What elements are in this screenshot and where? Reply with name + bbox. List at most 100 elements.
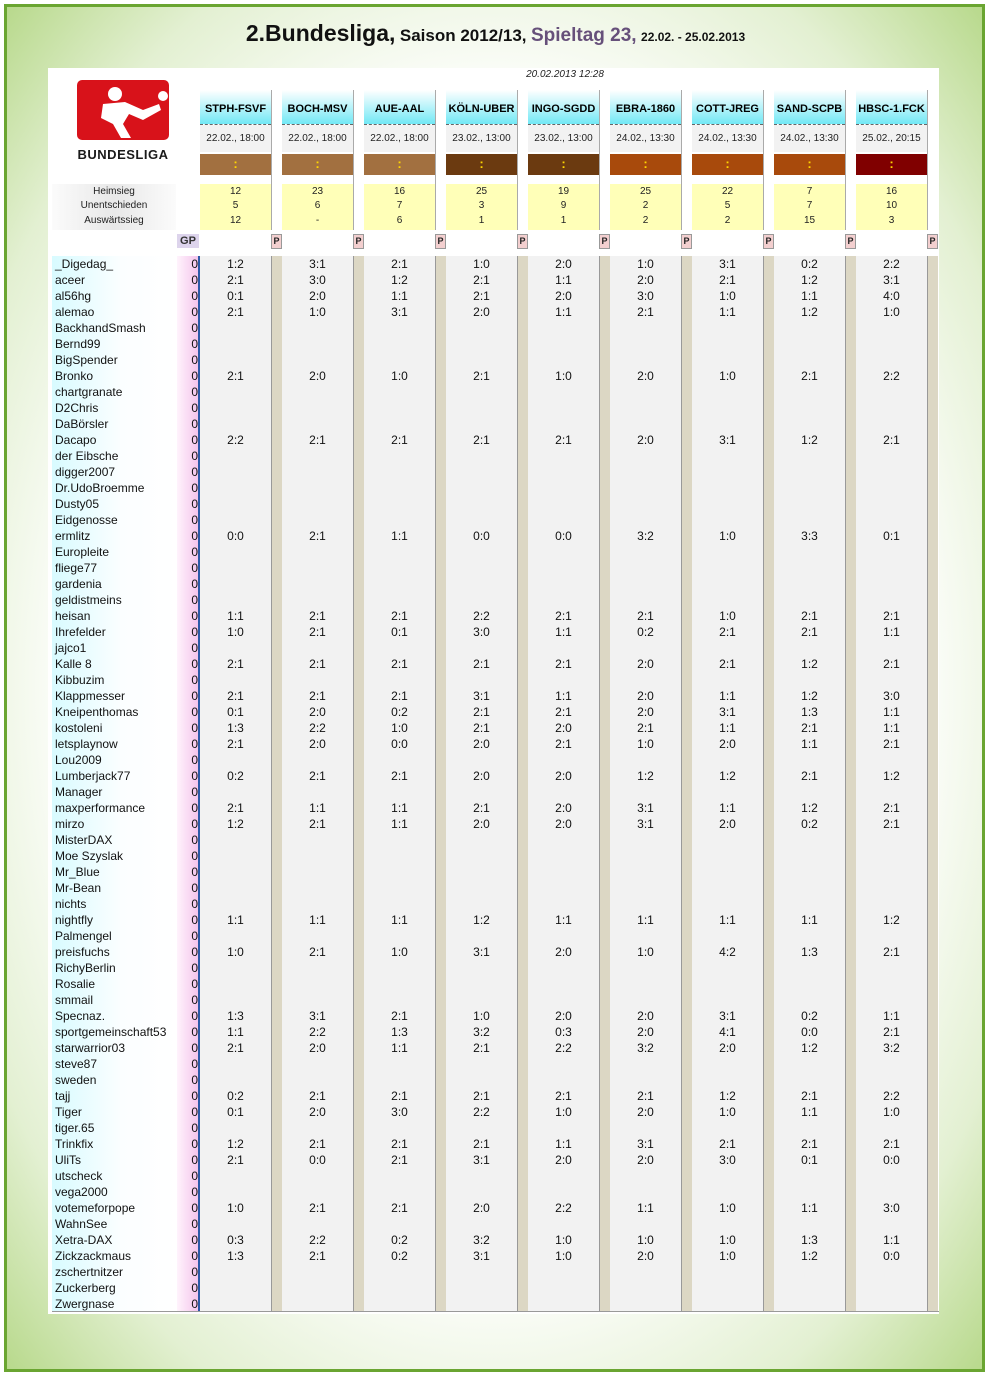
tip-cell: 0:3 [555,1025,572,1039]
tip-cell: 2:0 [719,737,736,751]
tip-cell: 1:1 [391,1041,408,1055]
logo-emblem [77,80,169,140]
tip-cell: 2:0 [637,657,654,671]
points-header[interactable]: P [435,234,446,249]
tip-cell: 1:1 [801,1201,818,1215]
tip-cell: 0:2 [801,817,818,831]
tip-cell: 1:0 [391,945,408,959]
player-name: Rosalie [55,977,96,991]
tip-cell: 1:3 [801,1233,818,1247]
player-gp: 0 [191,545,198,559]
tip-cell: 2:1 [227,369,244,383]
tips-column [200,256,271,1312]
tip-cell: 1:0 [883,1105,900,1119]
tip-cell: 1:0 [719,1249,736,1263]
season-label: Saison 2012/13, [399,26,527,45]
bundesliga-logo: BUNDESLIGA [73,78,173,168]
player-gp: 0 [191,689,198,703]
player-gp: 0 [191,1249,198,1263]
tip-cell: 2:0 [637,1153,654,1167]
player-gp: 0 [191,833,198,847]
match-kickoff: 24.02., 13:30 [610,125,681,152]
player-name: sweden [55,1073,97,1087]
tip-cell: 1:0 [391,369,408,383]
points-header[interactable]: P [763,234,774,249]
match-status-bar: : [610,154,681,175]
player-name: Ihrefelder [55,625,106,639]
player-gp: 0 [191,817,198,831]
away-win-count: 1 [478,215,485,226]
tip-cell: 2:1 [227,1041,244,1055]
tip-cell: 3:2 [473,1025,490,1039]
tip-cell: 3:1 [473,1249,490,1263]
away-win-count: 2 [724,215,731,226]
tip-cell: 1:1 [719,721,736,735]
tip-cell: 1:0 [227,945,244,959]
tip-cell: 2:2 [555,1041,572,1055]
match-column-divider [845,90,856,230]
tip-cell: 1:0 [883,305,900,319]
tip-cell: 2:0 [555,721,572,735]
points-header[interactable]: P [353,234,364,249]
matchday-label: Spieltag 23, [530,25,637,46]
tip-cell: 2:1 [555,1089,572,1103]
player-gp: 0 [191,945,198,959]
player-name: Moe Szyslak [55,849,124,863]
tip-cell: 1:2 [227,1137,244,1151]
points-header[interactable]: P [927,234,938,249]
match-column-divider [435,90,446,230]
tip-cell: 1:1 [801,913,818,927]
tip-cell: 3:0 [883,689,900,703]
tip-cell: 0:2 [637,625,654,639]
tip-cell: 1:2 [719,1089,736,1103]
player-name: WahnSee [55,1217,108,1231]
tip-cell: 2:0 [309,1105,326,1119]
tip-cell: 2:1 [883,433,900,447]
player-gp: 0 [191,881,198,895]
tip-cell: 2:1 [227,273,244,287]
match-teams: STPH-FSVF [200,90,271,125]
tip-cell: 2:1 [473,657,490,671]
player-name: der Eibsche [55,449,119,463]
player-gp: 0 [191,289,198,303]
match-teams: INGO-SGDD [528,90,599,125]
away-win-count: 6 [396,215,403,226]
tip-cell: 1:3 [227,721,244,735]
points-header[interactable]: P [681,234,692,249]
tip-cell: 1:1 [883,625,900,639]
points-column [271,256,282,1312]
match-teams: SAND-SCPB [774,90,845,125]
league-title: 2.Bundesliga, [245,20,396,46]
tip-cell: 2:0 [555,817,572,831]
points-header[interactable]: P [845,234,856,249]
tip-cell: 1:1 [555,305,572,319]
player-gp: 0 [191,465,198,479]
player-name: al56hg [55,289,92,303]
tip-cell: 2:1 [473,1137,490,1151]
player-name: RichyBerlin [55,961,116,975]
tips-column [282,256,353,1312]
points-header[interactable]: P [517,234,528,249]
tip-cell: 0:2 [227,1089,244,1103]
home-win-count: 12 [229,186,242,197]
tip-cell: 0:1 [227,705,244,719]
tip-cell: 1:1 [391,289,408,303]
points-column [517,256,528,1312]
tip-cell: 2:1 [473,1089,490,1103]
tip-cell: 1:0 [227,1201,244,1215]
points-header[interactable]: P [599,234,610,249]
tip-cell: 2:1 [227,305,244,319]
tip-cell: 2:1 [309,625,326,639]
points-header[interactable]: P [271,234,282,249]
tip-cell: 1:0 [719,609,736,623]
player-gp: 0 [191,401,198,415]
tip-cell: 1:2 [801,801,818,815]
tip-cell: 2:1 [637,609,654,623]
tip-cell: 2:1 [391,689,408,703]
tip-cell: 1:2 [801,1249,818,1263]
player-gp: 0 [191,897,198,911]
tip-cell: 1:2 [227,257,244,271]
tip-cell: 1:0 [637,1233,654,1247]
tip-cell: 2:0 [637,273,654,287]
match-teams: KÖLN-UBER [446,90,517,125]
